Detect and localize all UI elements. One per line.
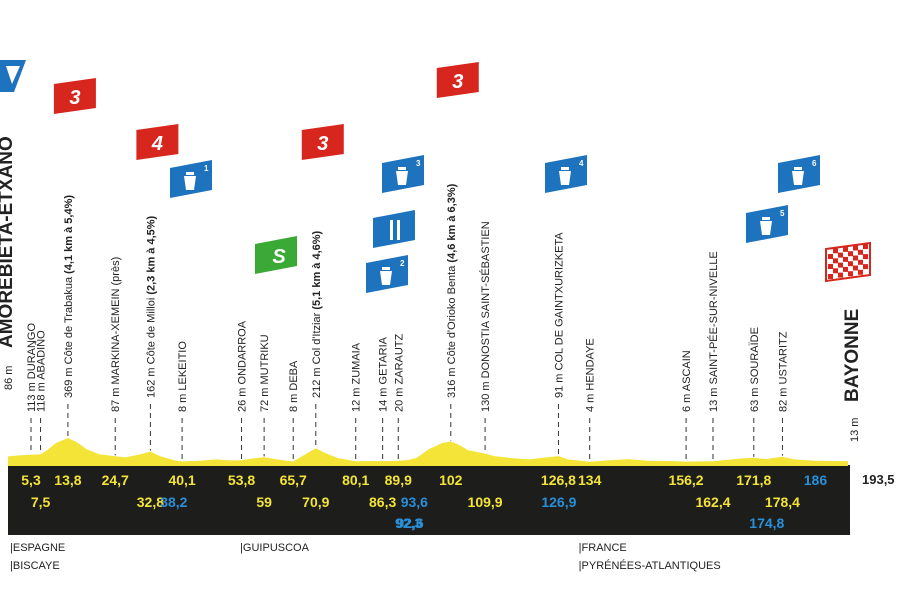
climb-label: 162 m Côte de Milloi (2,3 km à 4,5%) <box>145 215 157 398</box>
start-altitude: 86 m <box>3 366 15 390</box>
water-point-number: 4 <box>579 159 584 168</box>
place-label: 12 m ZUMAIA <box>351 342 363 412</box>
place-label: 6 m ASCAIN <box>681 350 693 412</box>
water-point-number: 6 <box>812 159 817 168</box>
sprint-flag-icon: S <box>255 236 297 274</box>
place-label: 4 m HENDAYE <box>585 338 597 412</box>
region-label: |FRANCE <box>579 542 627 554</box>
climb-label: 91 m COL DE GAINTXURIZKETA <box>553 232 565 398</box>
start-name: AMOREBIETA-ETXANO <box>0 136 17 348</box>
water-point-icon: 5 <box>746 205 788 243</box>
region-label: |ESPAGNE <box>10 542 65 554</box>
climb-category-number: 3 <box>69 87 80 109</box>
km-value-row2: 109,9 <box>468 494 503 510</box>
km-value-row2: 178,4 <box>765 494 800 510</box>
km-value-row1: 89,9 <box>385 472 412 488</box>
place-label: 8 m LEKEITIO <box>177 341 189 412</box>
region-label: |PYRÉNÉES-ATLANTIQUES <box>579 559 721 572</box>
place-label: 8 m DEBA <box>288 360 300 412</box>
km-value-row2: 126,9 <box>541 494 576 510</box>
climb-category-number: 4 <box>151 133 163 155</box>
climb-category-number: 3 <box>452 71 463 93</box>
climb-category-flag: 3 <box>53 78 96 114</box>
total-distance: 193,5 <box>862 472 895 487</box>
place-label: 26 m ONDARROA <box>237 320 249 412</box>
feed-zone-icon <box>373 210 415 248</box>
km-value-row1: 126,8 <box>541 472 576 488</box>
water-point-icon: 1 <box>170 160 212 198</box>
finish-name: BAYONNE <box>842 309 863 402</box>
km-value-row1: 80,1 <box>342 472 369 488</box>
km-value-row1: 65,7 <box>280 472 307 488</box>
place-label: 72 m MUTRIKU <box>259 334 271 412</box>
region-label: |GUIPUSCOA <box>240 542 310 554</box>
water-point-number: 5 <box>780 209 785 218</box>
km-value-row2: 32,8 <box>137 494 164 510</box>
climb-category-number: 3 <box>317 133 328 155</box>
place-label: 82 m USTARITZ <box>777 331 789 412</box>
place-label: 20 m ZARAUTZ <box>393 333 405 412</box>
km-value-row1: 53,8 <box>228 472 255 488</box>
water-point-number: 3 <box>416 159 421 168</box>
finish-altitude: 13 m <box>849 418 861 442</box>
finish-flag-icon <box>825 241 871 283</box>
climb-label: 369 m Côte de Trabakua (4,1 km à 5,4%) <box>63 195 75 398</box>
km-value-row2: 70,9 <box>302 494 329 510</box>
km-value-row3: 174,8 <box>749 515 784 531</box>
km-value-row1: 156,2 <box>669 472 704 488</box>
km-value-row1: 102 <box>439 472 463 488</box>
place-label: 87 m MARKINA-XEMEIN (près) <box>110 257 122 412</box>
climb-label: 212 m Col d'Itziar (5,1 km à 4,6%) <box>311 230 323 398</box>
place-label: 63 m SOURAÏDE <box>749 327 761 412</box>
km-value-row1: 5,3 <box>21 472 41 488</box>
place-label: 130 m DONOSTIA SAINT-SÉBASTIEN <box>479 221 492 412</box>
start-marker <box>0 60 26 92</box>
water-point-icon: 2 <box>366 255 408 293</box>
place-label: 13 m SAINT-PÉE-SUR-NIVELLE <box>707 251 720 412</box>
km-value-row1: 40,1 <box>168 472 195 488</box>
km-value-row3: 92,3 <box>395 515 422 531</box>
climb-category-flag: 3 <box>301 124 344 160</box>
water-point-number: 2 <box>400 259 405 268</box>
km-value-row2: 38,2 <box>160 494 187 510</box>
km-value-row2: 162,4 <box>695 494 730 510</box>
water-point-icon: 3 <box>382 155 424 193</box>
km-value-row2: 7,5 <box>31 494 51 510</box>
water-point-number: 1 <box>204 164 209 173</box>
climb-label: 316 m Côte d'Orioko Benta (4,6 km à 6,3%… <box>446 183 458 398</box>
km-value-row1: 186 <box>804 472 828 488</box>
km-value-row1: 134 <box>578 472 602 488</box>
km-band <box>8 465 850 535</box>
km-value-row2: 59 <box>256 494 272 510</box>
place-label: 14 m GETARIA <box>378 336 390 412</box>
place-label: 118 m ABADIÑO <box>35 330 48 412</box>
km-value-row2: 93,6 <box>401 494 428 510</box>
elevation-profile <box>8 438 848 466</box>
sprint-label: S <box>272 246 286 268</box>
water-point-icon: 6 <box>778 155 820 193</box>
km-value-row2: 86,3 <box>369 494 396 510</box>
place-label: 113 m DURANGO <box>26 323 38 412</box>
km-value-row3: 92,6 <box>396 515 423 531</box>
climb-category-flag: 3 <box>436 62 479 98</box>
km-value-row1: 171,8 <box>736 472 771 488</box>
climb-category-flag: 4 <box>136 124 179 160</box>
km-value-row1: 24,7 <box>102 472 129 488</box>
km-value-row1: 13,8 <box>54 472 81 488</box>
water-point-icon: 4 <box>545 155 587 193</box>
region-label: |BISCAYE <box>10 560 60 572</box>
